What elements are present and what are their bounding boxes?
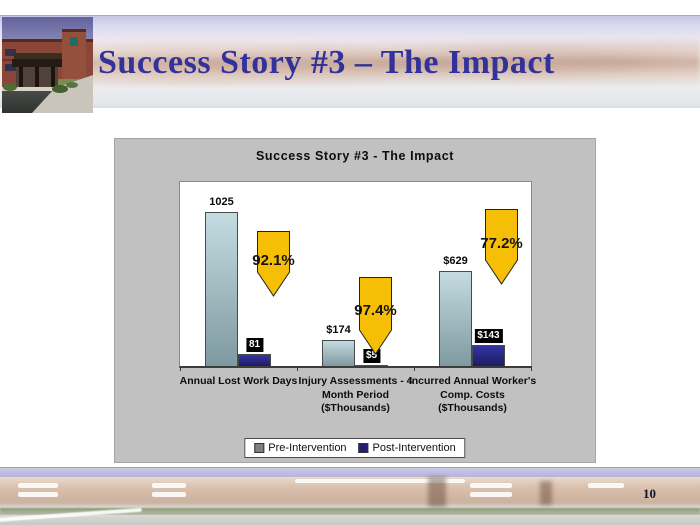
chart-legend: Pre-Intervention Post-Intervention	[244, 438, 466, 458]
legend-item-pre-intervention: Pre-Intervention	[254, 442, 347, 454]
footer-road	[0, 515, 700, 525]
value-label-pre-2: $629	[443, 255, 468, 267]
axis-tick-3	[531, 366, 532, 371]
page-number: 10	[643, 486, 656, 501]
reduction-arrow-icon-1	[359, 277, 392, 355]
bar-post-0	[238, 354, 271, 366]
reduction-arrow-icon-0	[257, 231, 290, 297]
footer-lavender-bar	[0, 467, 700, 478]
value-label-post-0: 81	[245, 338, 264, 352]
footer-photo-building-image: 10	[0, 477, 700, 525]
category-label-0: Annual Lost Work Days	[179, 375, 298, 387]
header-band	[0, 15, 700, 108]
chart-block: Success Story #3 - The Impact 1025 81 Annu…	[114, 138, 596, 463]
bar-pre-0	[205, 212, 238, 366]
bar-post-2	[472, 345, 505, 366]
reduction-percent-0: 92.1%	[252, 252, 295, 269]
chart-title: Success Story #3 - The Impact	[255, 149, 455, 163]
bar-pre-1	[322, 340, 355, 366]
reduction-percent-2: 77.2%	[480, 235, 523, 252]
bar-post-1	[355, 365, 388, 366]
plot-area: 1025 81 Annual Lost Work Days 92.1% $174 $5 I…	[179, 181, 536, 414]
legend-swatch-icon	[358, 443, 369, 453]
legend-item-post-intervention: Post-Intervention	[358, 442, 456, 454]
slide-title: Success Story #3 – The Impact	[98, 44, 555, 81]
value-label-post-2: $143	[474, 329, 503, 343]
legend-label: Post-Intervention	[372, 442, 456, 454]
category-label-1: Injury Assessments - 4 Month Period ($Th…	[298, 375, 413, 415]
legend-swatch-icon	[254, 443, 265, 453]
bar-pre-2	[439, 271, 472, 366]
axis-tick-0	[180, 366, 181, 371]
category-label-2: Incurred Annual Worker's Comp. Costs ($T…	[408, 375, 537, 415]
axis-tick-2	[414, 366, 415, 371]
axis-tick-1	[297, 366, 298, 371]
reduction-percent-1: 97.4%	[354, 302, 397, 319]
header-photo-building-image	[2, 17, 93, 113]
footer-hedge	[0, 508, 700, 515]
value-label-pre-1: $174	[326, 324, 351, 336]
footer-strip: 10	[0, 467, 700, 525]
legend-label: Pre-Intervention	[268, 442, 347, 454]
value-label-pre-0: 1025	[209, 196, 234, 208]
reduction-arrow-icon-2	[485, 209, 518, 285]
